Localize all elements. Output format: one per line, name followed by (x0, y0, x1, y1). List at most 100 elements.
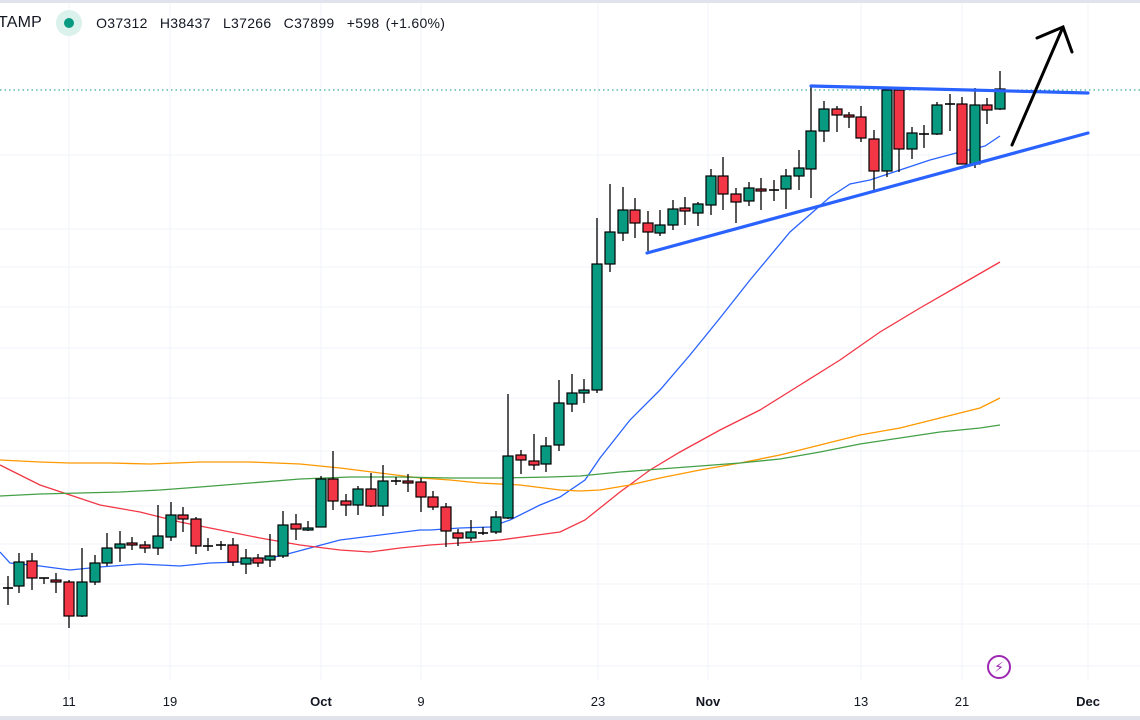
candle (931, 102, 943, 135)
candle (692, 202, 704, 226)
top-border (0, 0, 1140, 3)
candle (89, 555, 101, 585)
candle (730, 188, 742, 223)
candle (679, 197, 691, 225)
low-value: L37266 (222, 15, 272, 31)
support-trendline[interactable] (645, 131, 1090, 255)
candle (465, 520, 477, 541)
candle (591, 218, 603, 393)
moving-average-line (0, 261, 1001, 553)
candle (39, 577, 49, 584)
candle (101, 533, 113, 566)
candle (327, 451, 339, 510)
candle (956, 97, 968, 165)
candle (63, 580, 75, 628)
candle (528, 434, 540, 470)
candle (969, 88, 981, 168)
market-status-indicator[interactable] (56, 10, 83, 36)
candle (981, 98, 993, 124)
change-value: +598 (+1.60%) (346, 15, 446, 31)
moving-average-line (0, 424, 1001, 497)
candle (515, 450, 527, 474)
candle (667, 200, 679, 230)
candle (427, 491, 439, 510)
candle (617, 187, 629, 241)
annotation-arrow[interactable] (1010, 25, 1074, 147)
market-open-dot-icon (64, 18, 75, 28)
grid-lines (0, 3, 1140, 680)
candle (490, 511, 502, 534)
candle (126, 537, 138, 550)
candle (945, 94, 955, 131)
candle (302, 521, 314, 531)
candle (604, 184, 616, 272)
x-axis-label: Nov (695, 694, 721, 709)
candle (881, 87, 893, 177)
candle (843, 112, 855, 128)
candle (252, 554, 264, 567)
candle (402, 474, 414, 492)
candle (769, 180, 779, 201)
candle (315, 476, 327, 528)
candle (629, 198, 641, 238)
candle (578, 379, 590, 403)
candle (868, 130, 880, 192)
trendlines[interactable] (645, 84, 1090, 255)
open-value: O37312 (96, 15, 148, 31)
candle (793, 150, 805, 190)
candle (654, 210, 666, 236)
x-axis-label: 23 (590, 694, 606, 709)
candle (290, 514, 302, 540)
candle (152, 505, 164, 555)
lightning-bolt-icon[interactable]: ⚡ (987, 655, 1011, 679)
candle (919, 125, 929, 148)
resistance-trendline[interactable] (809, 84, 1090, 95)
moving-average-line (0, 397, 1001, 492)
symbol-legend: TAMP O37312 H38437 L37266 C37899 +598 (+… (0, 9, 451, 37)
candle (855, 106, 867, 142)
ohlc-values: O37312 H38437 L37266 C37899 +598 (+1.60%… (96, 15, 451, 31)
candle (642, 211, 654, 251)
candle (227, 538, 239, 566)
candle (50, 573, 62, 593)
candle (352, 486, 364, 515)
candle (818, 101, 830, 142)
candle (540, 437, 552, 472)
candle (277, 511, 289, 558)
candle (139, 541, 151, 553)
symbol-name[interactable]: TAMP (0, 14, 43, 31)
candle (365, 473, 377, 507)
candle (240, 549, 252, 574)
candlesticks (3, 71, 1006, 628)
candle (705, 169, 717, 215)
candle (831, 106, 843, 132)
x-axis-label: 9 (417, 694, 425, 709)
price-chart-canvas[interactable] (0, 0, 1140, 680)
candle (893, 87, 905, 172)
candle (340, 494, 352, 516)
candle (3, 576, 13, 605)
time-axis[interactable]: 11 19 Oct 9 23 Nov 13 21 Dec (0, 680, 1140, 716)
candle (177, 507, 189, 532)
candle (203, 538, 213, 551)
x-axis-label: 13 (853, 694, 869, 709)
candle (377, 465, 389, 516)
moving-average-lines (0, 135, 1001, 571)
candle (743, 182, 755, 206)
candle (717, 157, 729, 210)
moving-average-line (0, 135, 1001, 571)
x-axis-label: 19 (162, 694, 178, 709)
candle (805, 86, 817, 198)
candle (216, 541, 226, 550)
candle (26, 553, 38, 590)
candle (440, 503, 452, 547)
candle (553, 380, 565, 451)
x-axis-label: Oct (310, 694, 332, 709)
candle (264, 534, 276, 567)
close-value: C37899 (283, 15, 335, 31)
candle (780, 169, 792, 209)
arrow-shaft[interactable] (1010, 25, 1065, 147)
candle (906, 127, 918, 159)
candle (478, 527, 488, 535)
candle (114, 531, 126, 562)
